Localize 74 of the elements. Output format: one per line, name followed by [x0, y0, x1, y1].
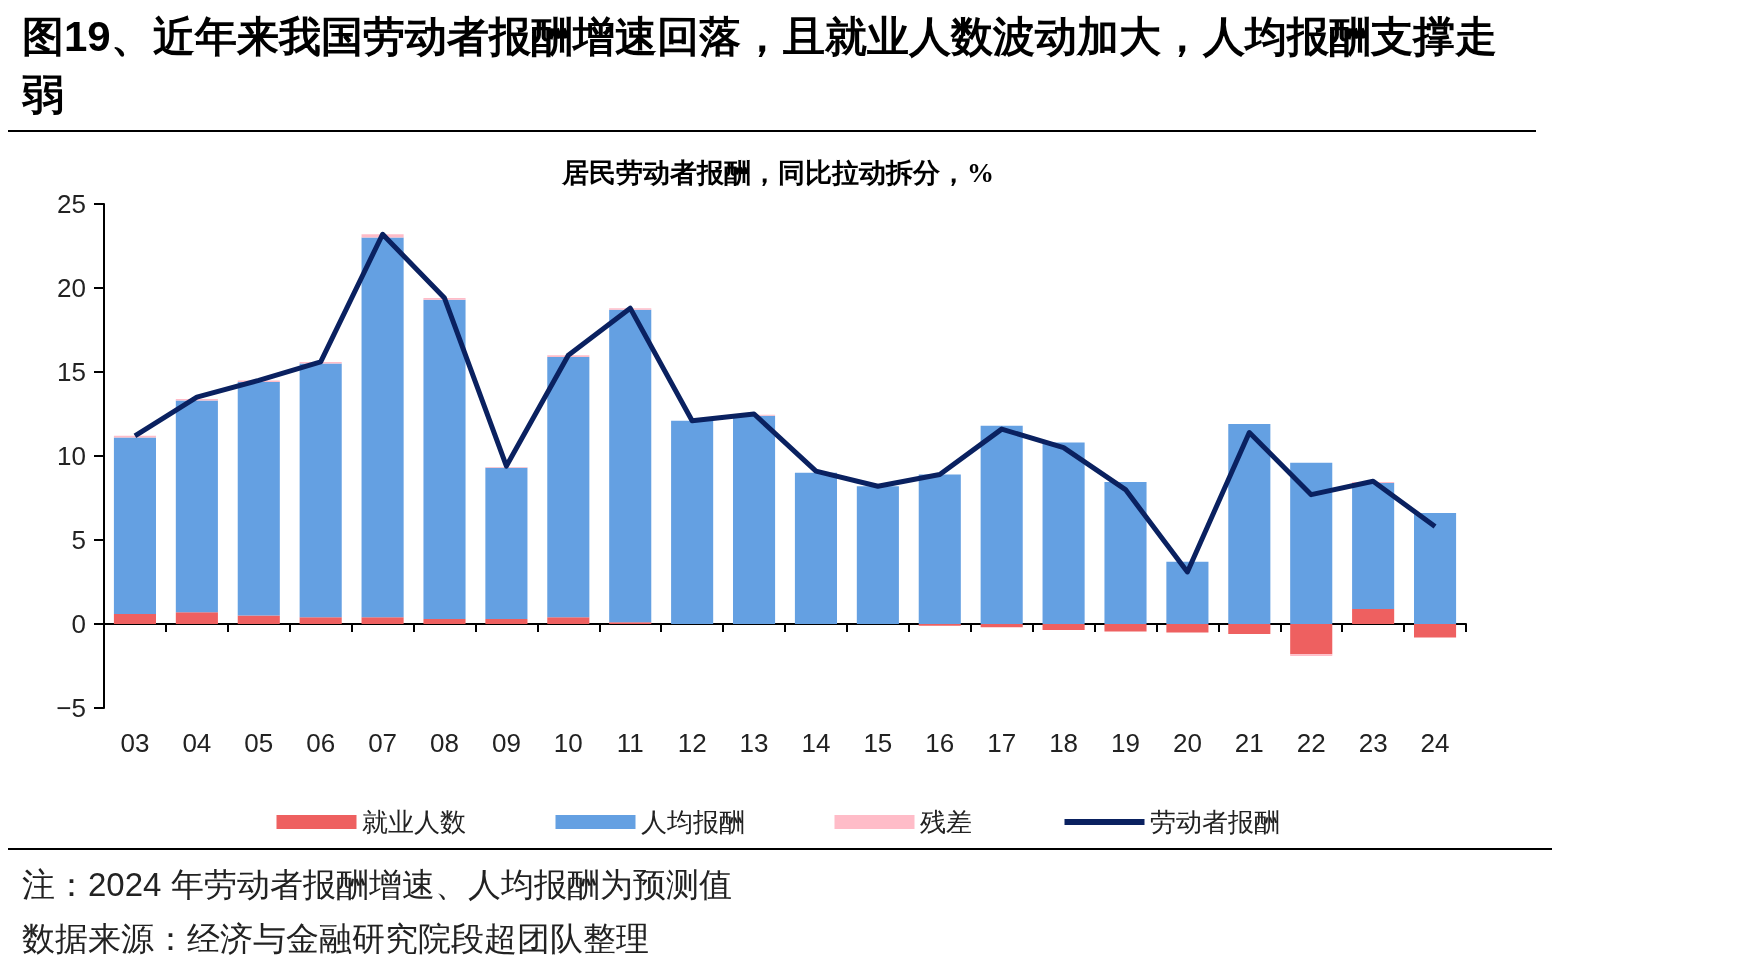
- bar: [918, 474, 961, 624]
- x-tick-label: 22: [1296, 728, 1326, 758]
- chart-title: 图19、近年来我国劳动者报酬增速回落，且就业人数波动加大，人均报酬支撑走弱: [8, 8, 1536, 132]
- bar: [1290, 462, 1333, 624]
- x-tick-label: 09: [491, 728, 521, 758]
- bar: [733, 415, 776, 624]
- bar: [237, 615, 280, 624]
- x-tick-label: 06: [306, 728, 336, 758]
- bar: [1166, 624, 1209, 633]
- bar: [175, 400, 218, 613]
- bar: [671, 420, 714, 624]
- bar: [856, 486, 899, 624]
- bar: [361, 617, 404, 624]
- x-tick-label: 05: [244, 728, 274, 758]
- bar: [113, 437, 156, 614]
- y-tick-label: 15: [57, 357, 86, 387]
- bar: [113, 613, 156, 624]
- x-tick-label: 13: [739, 728, 769, 758]
- y-tick-label: 25: [57, 189, 86, 219]
- bar: [1352, 608, 1395, 624]
- bar: [609, 309, 652, 623]
- chart-subtitle: 居民劳动者报酬，同比拉动拆分，%: [561, 157, 994, 188]
- bar: [547, 356, 590, 618]
- text: 注：2024 年劳动者报酬增速、人均报酬为预测值: [22, 865, 733, 905]
- x-tick-label: 18: [1049, 728, 1079, 758]
- bar: [1290, 624, 1333, 655]
- x-tick-label: 04: [182, 728, 212, 758]
- source-note: 数据来源：经济与金融研究院段超团队整理: [22, 919, 650, 959]
- legend-label: 残差: [919, 807, 972, 837]
- x-tick-label: 16: [925, 728, 955, 758]
- x-tick-label: 03: [120, 728, 150, 758]
- bar: [423, 618, 466, 624]
- bar: [1166, 561, 1209, 624]
- bar: [1414, 513, 1457, 624]
- x-tick-label: 12: [677, 728, 707, 758]
- bar: [1042, 442, 1085, 624]
- x-tick-label: 14: [801, 728, 831, 758]
- bar: [980, 425, 1023, 624]
- bar: [361, 237, 404, 618]
- bar: [485, 467, 528, 619]
- bar: [485, 618, 528, 624]
- bar: [1042, 624, 1085, 630]
- bar: [1104, 624, 1147, 632]
- legend-label: 劳动者报酬: [1149, 807, 1280, 837]
- bar: [299, 363, 342, 618]
- x-tick-label: 10: [553, 728, 583, 758]
- x-tick-label: 19: [1111, 728, 1140, 758]
- bar: [547, 617, 590, 624]
- y-tick-label: 20: [57, 273, 86, 303]
- bar: [299, 617, 342, 624]
- bar: [1228, 424, 1271, 624]
- legend-label: 人均报酬: [640, 807, 745, 837]
- y-tick-label: −5: [56, 693, 86, 723]
- bar: [1104, 482, 1147, 624]
- bar: [794, 472, 837, 624]
- x-tick-label: 15: [863, 728, 893, 758]
- x-tick-label: 07: [368, 728, 398, 758]
- x-tick-label: 11: [616, 728, 644, 758]
- bar: [1352, 482, 1395, 609]
- x-tick-label: 20: [1172, 728, 1202, 758]
- y-tick-label: 0: [71, 609, 86, 639]
- bar: [423, 299, 466, 619]
- bar: [175, 612, 218, 624]
- y-tick-label: 5: [71, 525, 86, 555]
- x-tick-label: 17: [987, 728, 1017, 758]
- x-tick-label: 24: [1420, 728, 1450, 758]
- bar: [1228, 624, 1271, 635]
- x-tick-label: 23: [1358, 728, 1388, 758]
- legend-label: 就业人数: [361, 807, 466, 837]
- x-tick-label: 08: [430, 728, 459, 758]
- bar: [237, 382, 280, 616]
- y-tick-label: 10: [57, 441, 86, 471]
- bar: [1414, 624, 1457, 638]
- x-tick-label: 21: [1234, 728, 1264, 758]
